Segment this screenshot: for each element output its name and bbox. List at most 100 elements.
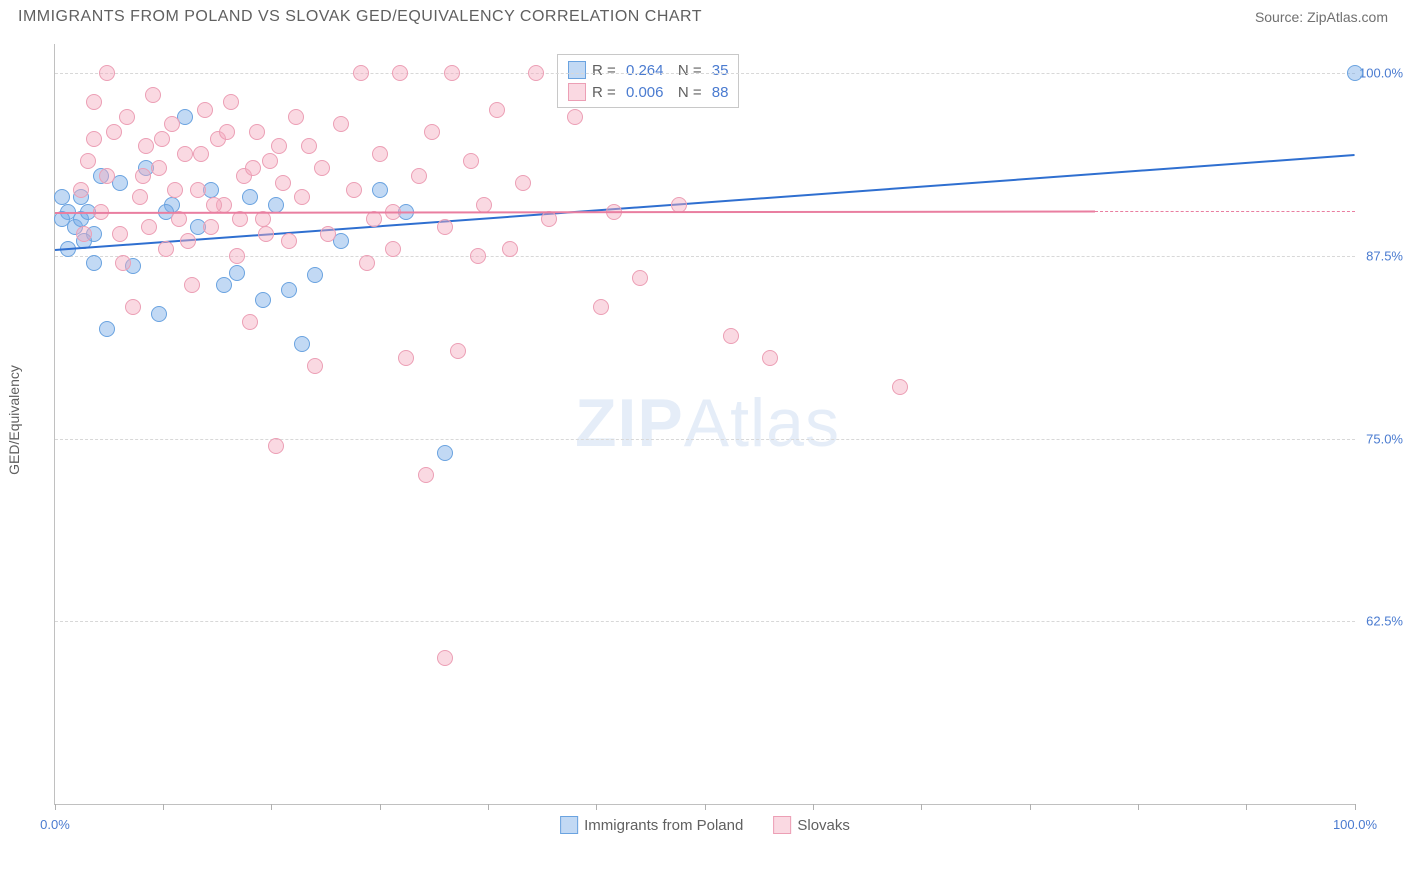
scatter-point (193, 146, 209, 162)
scatter-point (450, 343, 466, 359)
scatter-point (314, 160, 330, 176)
scatter-point (164, 116, 180, 132)
legend-swatch (568, 61, 586, 79)
scatter-point (359, 255, 375, 271)
x-tick-label: 100.0% (1333, 817, 1377, 832)
scatter-point (762, 350, 778, 366)
scatter-point (385, 241, 401, 257)
scatter-point (541, 211, 557, 227)
scatter-point (489, 102, 505, 118)
scatter-point (249, 124, 265, 140)
scatter-point (242, 189, 258, 205)
scatter-point (424, 124, 440, 140)
legend-label: Slovaks (797, 817, 850, 834)
scatter-point (502, 241, 518, 257)
scatter-point (366, 211, 382, 227)
scatter-point (476, 197, 492, 213)
scatter-point (177, 146, 193, 162)
scatter-point (892, 379, 908, 395)
stat-r-label: R = (592, 84, 620, 101)
stat-r-value: 0.006 (626, 84, 664, 101)
scatter-point (245, 160, 261, 176)
scatter-point (275, 175, 291, 191)
chart-plot-area: ZIPAtlas R = 0.264 N = 35R = 0.006 N = 8… (54, 44, 1355, 805)
watermark-part2: Atlas (684, 385, 840, 461)
scatter-point (398, 350, 414, 366)
scatter-point (99, 321, 115, 337)
watermark-part1: ZIP (575, 385, 684, 461)
scatter-point (99, 168, 115, 184)
legend-swatch (568, 83, 586, 101)
scatter-point (216, 277, 232, 293)
scatter-point (632, 270, 648, 286)
scatter-point (294, 336, 310, 352)
x-tick (705, 804, 706, 810)
trend-line-extension (1095, 211, 1355, 212)
scatter-point (288, 109, 304, 125)
scatter-point (372, 182, 388, 198)
scatter-point (141, 219, 157, 235)
scatter-point (418, 467, 434, 483)
stats-legend-row: R = 0.006 N = 88 (568, 81, 728, 103)
scatter-point (515, 175, 531, 191)
scatter-point (206, 197, 222, 213)
stats-legend-row: R = 0.264 N = 35 (568, 59, 728, 81)
scatter-point (158, 241, 174, 257)
legend-item: Slovaks (773, 816, 850, 834)
x-tick (921, 804, 922, 810)
scatter-point (437, 219, 453, 235)
scatter-point (255, 292, 271, 308)
x-tick (55, 804, 56, 810)
scatter-point (203, 219, 219, 235)
x-tick (380, 804, 381, 810)
scatter-point (223, 94, 239, 110)
watermark: ZIPAtlas (575, 384, 840, 462)
scatter-point (115, 255, 131, 271)
scatter-point (437, 445, 453, 461)
x-tick (1246, 804, 1247, 810)
stat-n-value: 88 (712, 84, 729, 101)
scatter-point (76, 226, 92, 242)
scatter-point (1347, 65, 1363, 81)
scatter-point (86, 131, 102, 147)
scatter-point (151, 160, 167, 176)
source-label: Source: ZipAtlas.com (1255, 9, 1388, 25)
scatter-point (262, 153, 278, 169)
gridline (55, 621, 1355, 622)
legend-label: Immigrants from Poland (584, 817, 743, 834)
scatter-point (190, 182, 206, 198)
scatter-point (86, 94, 102, 110)
scatter-point (80, 153, 96, 169)
scatter-point (528, 65, 544, 81)
scatter-point (294, 189, 310, 205)
x-tick (596, 804, 597, 810)
scatter-point (470, 248, 486, 264)
scatter-point (135, 168, 151, 184)
scatter-point (593, 299, 609, 315)
scatter-point (106, 124, 122, 140)
legend-swatch (560, 816, 578, 834)
chart-title: IMMIGRANTS FROM POLAND VS SLOVAK GED/EQU… (18, 8, 702, 26)
scatter-point (138, 138, 154, 154)
legend-swatch (773, 816, 791, 834)
scatter-point (112, 226, 128, 242)
scatter-point (320, 226, 336, 242)
scatter-point (372, 146, 388, 162)
scatter-point (567, 109, 583, 125)
scatter-point (353, 65, 369, 81)
scatter-point (268, 438, 284, 454)
gridline (55, 439, 1355, 440)
scatter-point (73, 182, 89, 198)
scatter-point (219, 124, 235, 140)
scatter-point (86, 255, 102, 271)
scatter-point (268, 197, 284, 213)
y-tick-label: 100.0% (1359, 66, 1403, 81)
scatter-point (229, 248, 245, 264)
stat-n-label: N = (669, 84, 705, 101)
scatter-point (132, 189, 148, 205)
x-tick (1355, 804, 1356, 810)
scatter-point (281, 282, 297, 298)
stat-r-label: R = (592, 62, 620, 79)
x-tick (1030, 804, 1031, 810)
trend-line (55, 211, 1095, 214)
